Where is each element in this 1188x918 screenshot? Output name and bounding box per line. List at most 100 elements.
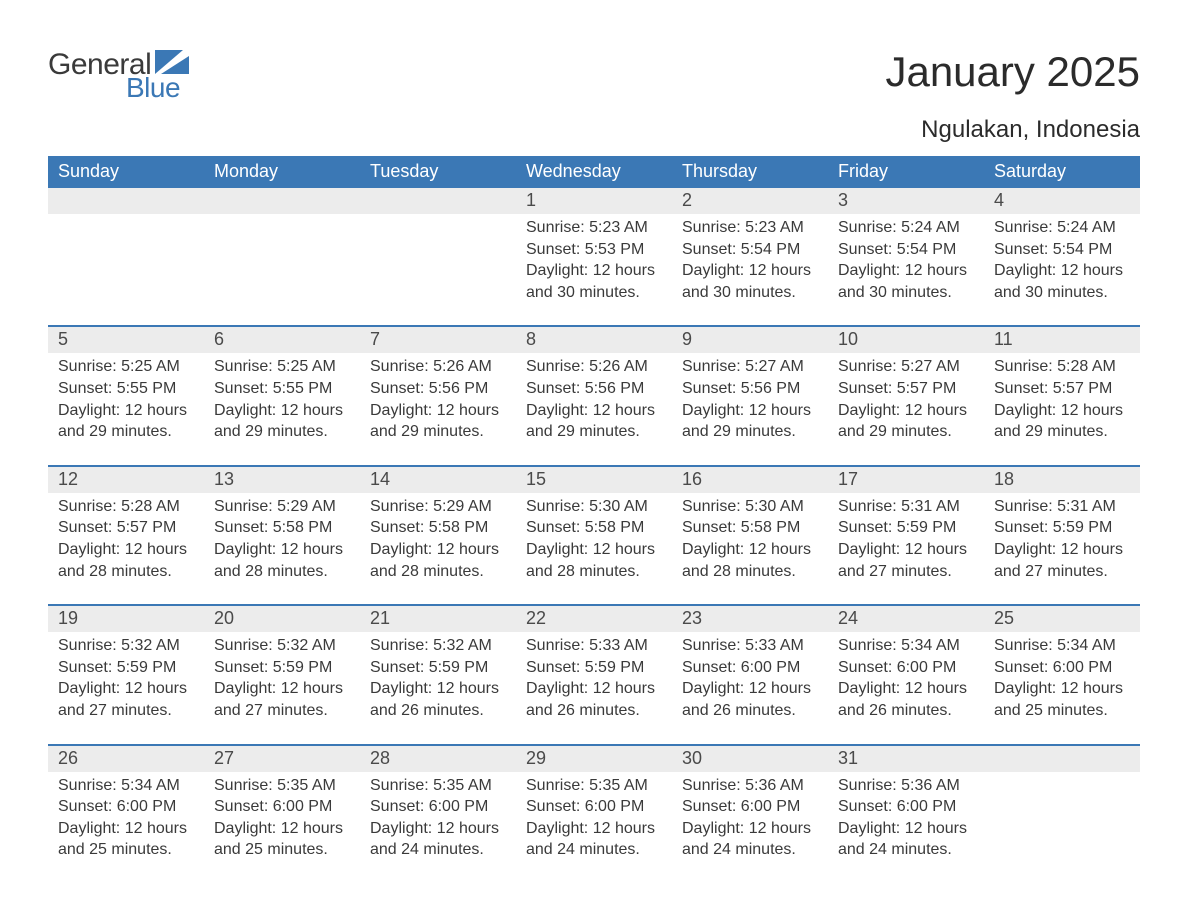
date-cell: 17 [828,466,984,493]
daylight-text: Daylight: 12 hours and 24 minutes. [682,818,818,861]
sunset-text: Sunset: 5:53 PM [526,239,662,261]
day-content-cell: Sunrise: 5:30 AMSunset: 5:58 PMDaylight:… [672,493,828,605]
day-content-cell [984,772,1140,883]
date-row: 12131415161718 [48,466,1140,493]
daylight-text: Daylight: 12 hours and 30 minutes. [682,260,818,303]
daylight-text: Daylight: 12 hours and 30 minutes. [994,260,1130,303]
daylight-text: Daylight: 12 hours and 27 minutes. [838,539,974,582]
sunrise-text: Sunrise: 5:27 AM [682,356,818,378]
date-cell: 4 [984,188,1140,214]
sunrise-text: Sunrise: 5:32 AM [58,635,194,657]
sunrise-text: Sunrise: 5:34 AM [994,635,1130,657]
daylight-text: Daylight: 12 hours and 24 minutes. [838,818,974,861]
sunrise-text: Sunrise: 5:28 AM [58,496,194,518]
sunset-text: Sunset: 6:00 PM [58,796,194,818]
content-row: Sunrise: 5:32 AMSunset: 5:59 PMDaylight:… [48,632,1140,744]
sunset-text: Sunset: 5:58 PM [682,517,818,539]
sunset-text: Sunset: 5:57 PM [994,378,1130,400]
daylight-text: Daylight: 12 hours and 25 minutes. [214,818,350,861]
sunset-text: Sunset: 5:58 PM [526,517,662,539]
daylight-text: Daylight: 12 hours and 28 minutes. [682,539,818,582]
sunset-text: Sunset: 6:00 PM [838,796,974,818]
sunset-text: Sunset: 5:59 PM [526,657,662,679]
date-cell: 23 [672,605,828,632]
date-cell: 16 [672,466,828,493]
sunset-text: Sunset: 5:59 PM [838,517,974,539]
sunset-text: Sunset: 5:57 PM [838,378,974,400]
daylight-text: Daylight: 12 hours and 30 minutes. [838,260,974,303]
day-content-cell: Sunrise: 5:29 AMSunset: 5:58 PMDaylight:… [204,493,360,605]
daylight-text: Daylight: 12 hours and 29 minutes. [58,400,194,443]
day-content-cell: Sunrise: 5:33 AMSunset: 5:59 PMDaylight:… [516,632,672,744]
day-header: Monday [204,156,360,188]
daylight-text: Daylight: 12 hours and 29 minutes. [526,400,662,443]
sunrise-text: Sunrise: 5:23 AM [682,217,818,239]
daylight-text: Daylight: 12 hours and 26 minutes. [682,678,818,721]
location: Ngulakan, Indonesia [885,116,1140,144]
date-cell: 22 [516,605,672,632]
day-content-cell: Sunrise: 5:33 AMSunset: 6:00 PMDaylight:… [672,632,828,744]
date-cell: 6 [204,326,360,353]
day-content-cell: Sunrise: 5:32 AMSunset: 5:59 PMDaylight:… [360,632,516,744]
date-cell: 19 [48,605,204,632]
daylight-text: Daylight: 12 hours and 24 minutes. [370,818,506,861]
date-cell: 30 [672,745,828,772]
day-content-cell: Sunrise: 5:25 AMSunset: 5:55 PMDaylight:… [48,353,204,465]
sunrise-text: Sunrise: 5:36 AM [838,775,974,797]
date-row: 262728293031 [48,745,1140,772]
day-content-cell: Sunrise: 5:23 AMSunset: 5:54 PMDaylight:… [672,214,828,326]
sunset-text: Sunset: 5:54 PM [838,239,974,261]
calendar-table: SundayMondayTuesdayWednesdayThursdayFrid… [48,156,1140,883]
date-row: 19202122232425 [48,605,1140,632]
sunset-text: Sunset: 5:59 PM [370,657,506,679]
date-cell: 14 [360,466,516,493]
logo-text-bottom: Blue [126,72,189,104]
sunset-text: Sunset: 6:00 PM [994,657,1130,679]
content-row: Sunrise: 5:25 AMSunset: 5:55 PMDaylight:… [48,353,1140,465]
day-content-cell: Sunrise: 5:35 AMSunset: 6:00 PMDaylight:… [360,772,516,883]
daylight-text: Daylight: 12 hours and 26 minutes. [526,678,662,721]
day-header: Tuesday [360,156,516,188]
sunset-text: Sunset: 5:59 PM [214,657,350,679]
daylight-text: Daylight: 12 hours and 24 minutes. [526,818,662,861]
day-content-cell: Sunrise: 5:29 AMSunset: 5:58 PMDaylight:… [360,493,516,605]
sunset-text: Sunset: 5:58 PM [214,517,350,539]
sunrise-text: Sunrise: 5:35 AM [214,775,350,797]
sunrise-text: Sunrise: 5:26 AM [526,356,662,378]
calendar-body: 1234Sunrise: 5:23 AMSunset: 5:53 PMDayli… [48,188,1140,883]
date-cell [360,188,516,214]
sunrise-text: Sunrise: 5:24 AM [994,217,1130,239]
date-cell: 31 [828,745,984,772]
daylight-text: Daylight: 12 hours and 29 minutes. [682,400,818,443]
sunset-text: Sunset: 5:56 PM [682,378,818,400]
header: General Blue January 2025 Ngulakan, Indo… [48,48,1140,152]
sunrise-text: Sunrise: 5:31 AM [994,496,1130,518]
daylight-text: Daylight: 12 hours and 28 minutes. [526,539,662,582]
date-cell: 18 [984,466,1140,493]
sunrise-text: Sunrise: 5:35 AM [526,775,662,797]
date-row: 1234 [48,188,1140,214]
day-content-cell: Sunrise: 5:23 AMSunset: 5:53 PMDaylight:… [516,214,672,326]
sunrise-text: Sunrise: 5:33 AM [682,635,818,657]
day-content-cell: Sunrise: 5:32 AMSunset: 5:59 PMDaylight:… [204,632,360,744]
date-cell: 27 [204,745,360,772]
day-content-cell [48,214,204,326]
sunset-text: Sunset: 5:58 PM [370,517,506,539]
content-row: Sunrise: 5:28 AMSunset: 5:57 PMDaylight:… [48,493,1140,605]
sunrise-text: Sunrise: 5:30 AM [682,496,818,518]
sunrise-text: Sunrise: 5:33 AM [526,635,662,657]
daylight-text: Daylight: 12 hours and 29 minutes. [370,400,506,443]
day-content-cell: Sunrise: 5:27 AMSunset: 5:56 PMDaylight:… [672,353,828,465]
daylight-text: Daylight: 12 hours and 27 minutes. [58,678,194,721]
sunrise-text: Sunrise: 5:29 AM [214,496,350,518]
daylight-text: Daylight: 12 hours and 29 minutes. [838,400,974,443]
day-header: Wednesday [516,156,672,188]
sunrise-text: Sunrise: 5:34 AM [838,635,974,657]
date-cell: 21 [360,605,516,632]
day-content-cell: Sunrise: 5:31 AMSunset: 5:59 PMDaylight:… [984,493,1140,605]
date-cell: 26 [48,745,204,772]
daylight-text: Daylight: 12 hours and 27 minutes. [214,678,350,721]
sunrise-text: Sunrise: 5:30 AM [526,496,662,518]
sunset-text: Sunset: 6:00 PM [682,657,818,679]
day-content-cell: Sunrise: 5:31 AMSunset: 5:59 PMDaylight:… [828,493,984,605]
